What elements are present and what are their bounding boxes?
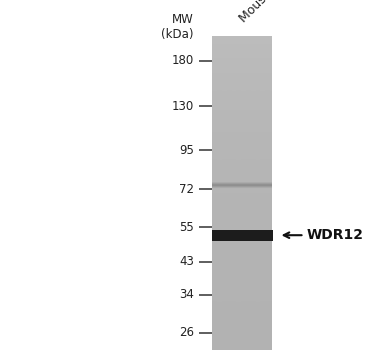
- Text: 34: 34: [179, 288, 194, 301]
- Text: 130: 130: [172, 100, 194, 113]
- Text: MW
(kDa): MW (kDa): [161, 13, 194, 41]
- Text: 180: 180: [172, 54, 194, 67]
- Text: 72: 72: [179, 183, 194, 196]
- Text: 55: 55: [179, 221, 194, 234]
- Text: Mouse brain: Mouse brain: [237, 0, 301, 25]
- Text: WDR12: WDR12: [306, 228, 363, 242]
- Bar: [212, 230, 273, 241]
- Text: 43: 43: [179, 255, 194, 268]
- Text: 95: 95: [179, 144, 194, 157]
- Text: 26: 26: [179, 326, 194, 339]
